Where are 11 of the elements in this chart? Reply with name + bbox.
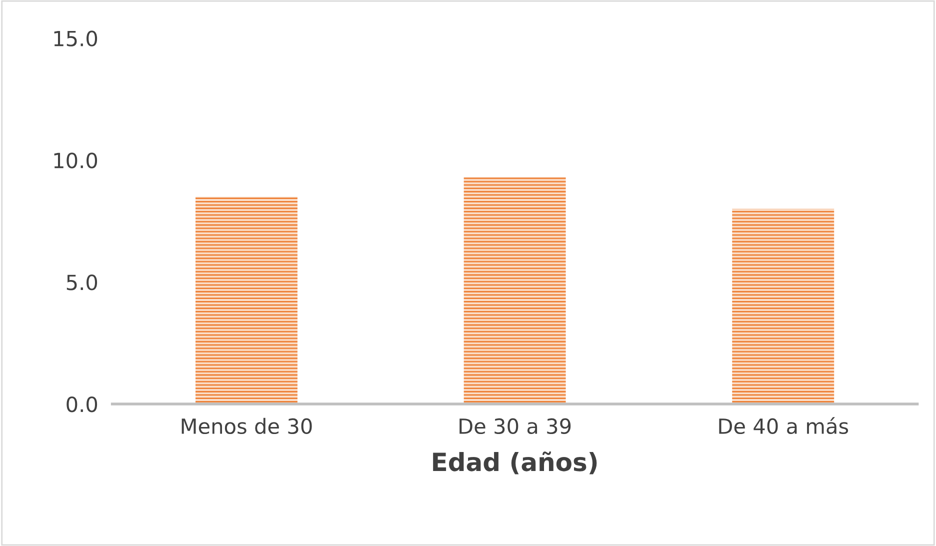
bar (196, 196, 298, 404)
x-axis-title: Edad (años) (433, 452, 597, 474)
x-tick-label: De 30 a 39 (460, 418, 571, 434)
y-tick-label: 10.0 (54, 152, 98, 168)
x-tick-label: De 40 a más (719, 417, 848, 434)
y-tick-label: 0.0 (66, 396, 98, 412)
y-tick-label: 5.0 (66, 274, 98, 290)
bar (464, 177, 566, 404)
y-tick-label: 15.0 (54, 30, 98, 46)
bar (732, 208, 834, 404)
x-tick-label: Menos de 30 (182, 418, 312, 434)
